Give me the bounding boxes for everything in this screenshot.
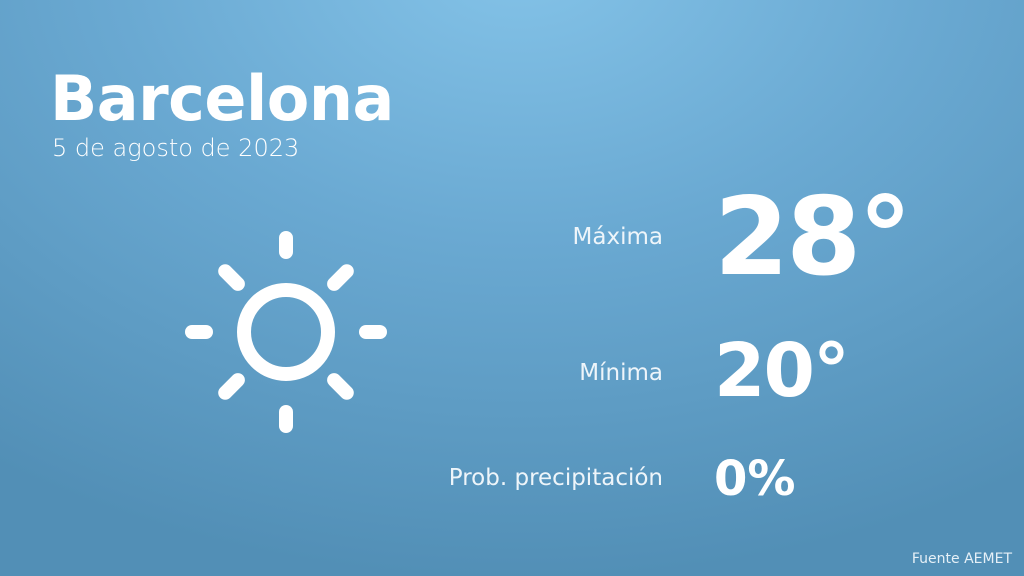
city-name: Barcelona xyxy=(50,62,394,135)
sun-ray xyxy=(327,373,354,400)
source-credit: Fuente AEMET xyxy=(911,551,1012,567)
min-temp-value: 20° xyxy=(714,328,850,414)
max-temp-value: 28° xyxy=(714,175,912,300)
forecast-date: 5 de agosto de 2023 xyxy=(52,134,300,162)
sun-ray xyxy=(218,373,245,400)
precip-label: Prob. precipitación xyxy=(448,465,663,491)
min-temp-label: Mínima xyxy=(579,360,663,386)
max-temp-label: Máxima xyxy=(572,224,663,250)
sun-disc xyxy=(237,283,335,381)
precip-value: 0% xyxy=(714,451,796,507)
sun-icon xyxy=(185,231,387,433)
sun-ray xyxy=(218,264,245,291)
sun-ray xyxy=(327,264,354,291)
